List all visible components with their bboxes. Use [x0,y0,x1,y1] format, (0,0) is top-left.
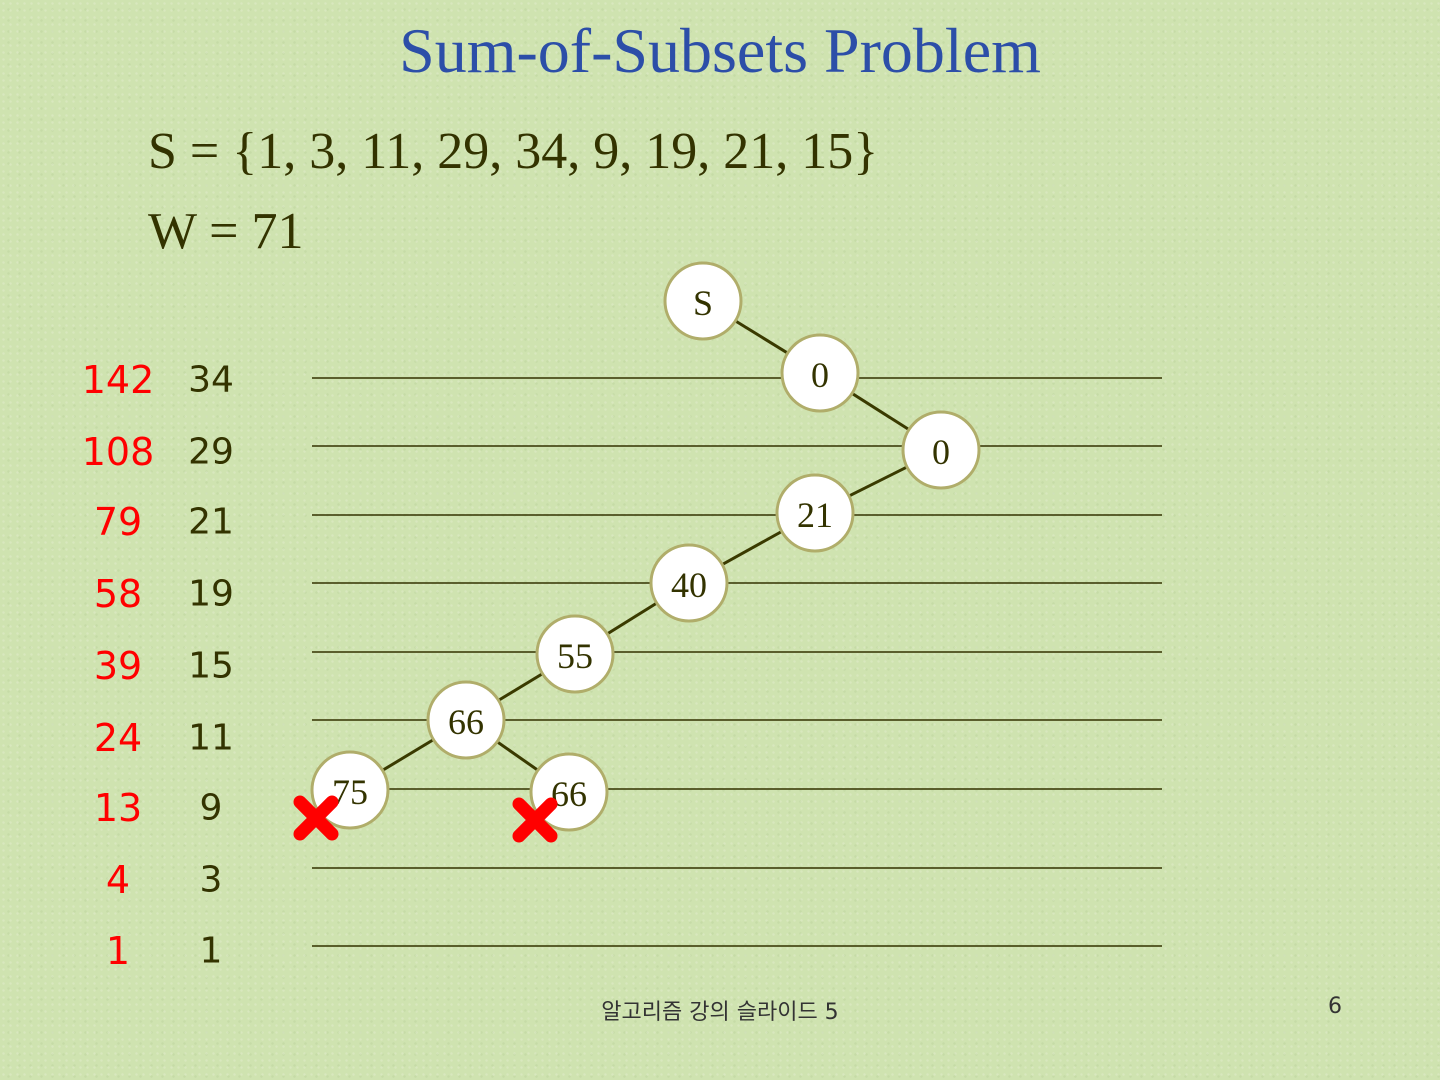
set-definition: S = {1, 3, 11, 29, 34, 9, 19, 21, 15} [148,123,879,180]
node-label: 75 [332,772,368,812]
tree-node: 0 [901,410,981,490]
cumulative-sum-label: 79 [94,500,142,544]
item-weight-label: 1 [200,931,223,972]
tree-node: 66 [426,680,506,760]
node-circle [426,680,506,760]
node-label: 21 [797,495,833,535]
node-circle [780,333,860,413]
node-label: 0 [932,432,950,472]
item-weight-label: 19 [188,574,234,615]
item-weight-label: 11 [188,718,234,759]
cumulative-sum-label: 13 [94,786,142,830]
item-weight-label: 29 [188,432,234,473]
tree-node: 55 [535,614,615,694]
tree-nodes: S 0 0 21 40 55 66 75 66 [310,261,981,832]
node-circle [663,261,743,341]
node-label: 55 [557,636,593,676]
tree-node: 0 [780,333,860,413]
page-number: 6 [1328,994,1342,1019]
item-weight-label: 21 [188,502,234,543]
cumulative-sum-label: 24 [94,716,142,760]
tree-node: 40 [649,543,729,623]
node-label: 66 [448,702,484,742]
pruned-x-icon [512,797,558,843]
item-weight-label: 15 [188,646,234,687]
node-label: 0 [811,355,829,395]
item-weight-label: 3 [200,860,223,901]
node-circle [649,543,729,623]
node-circle [535,614,615,694]
level-rules [312,377,1162,947]
node-circle [775,473,855,553]
slide-footer: 알고리즘 강의 슬라이드 5 [601,1000,839,1025]
target-weight: W = 71 [148,203,304,260]
node-label: 66 [551,774,587,814]
cumulative-sum-label: 39 [94,644,142,688]
node-label: S [693,283,713,323]
cumulative-sum-label: 142 [82,358,155,402]
prune-marks [293,795,558,843]
node-circle [901,410,981,490]
pruned-x-icon [293,795,339,841]
item-weight-label: 34 [188,360,234,401]
node-label: 40 [671,565,707,605]
cumulative-sum-label: 108 [82,430,155,474]
tree-node: S [663,261,743,341]
tree-node: 21 [775,473,855,553]
cumulative-sum-label: 58 [94,572,142,616]
cumulative-sum-label: 4 [106,858,130,902]
slide-title: Sum-of-Subsets Problem [399,15,1041,86]
item-weight-label: 9 [200,788,223,829]
cumulative-sum-label: 1 [106,929,130,973]
